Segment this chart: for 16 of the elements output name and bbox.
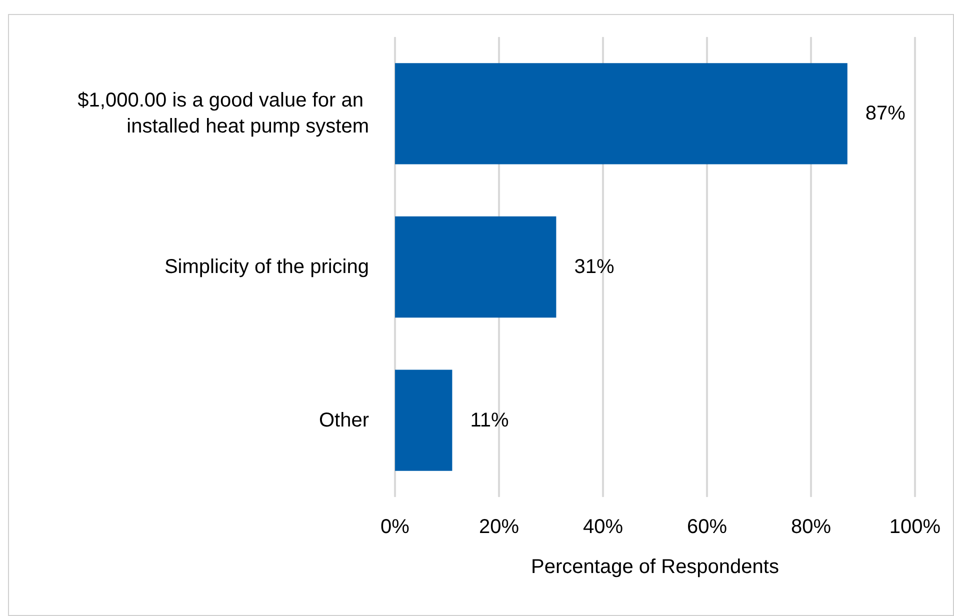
x-tick-label: 40%	[582, 516, 624, 538]
bar	[395, 370, 452, 471]
x-tick-label: 60%	[686, 516, 728, 538]
y-tick-label: Simplicity of the pricing	[164, 256, 369, 278]
x-tick-label: 20%	[478, 516, 520, 538]
x-axis-title: Percentage of Respondents	[531, 556, 779, 578]
y-tick-label: $1,000.00 is a good value for an installed heat pump system	[78, 90, 369, 138]
data-label: 31%	[574, 256, 614, 278]
x-tick-label: 100%	[889, 516, 941, 538]
bar	[395, 63, 848, 164]
x-tick-label: 80%	[790, 516, 832, 538]
bar	[395, 216, 556, 318]
y-tick-label: Other	[318, 409, 370, 432]
data-label: 87%	[865, 102, 906, 125]
data-label: 11%	[470, 409, 509, 432]
x-tick-label: 0%	[380, 516, 410, 538]
